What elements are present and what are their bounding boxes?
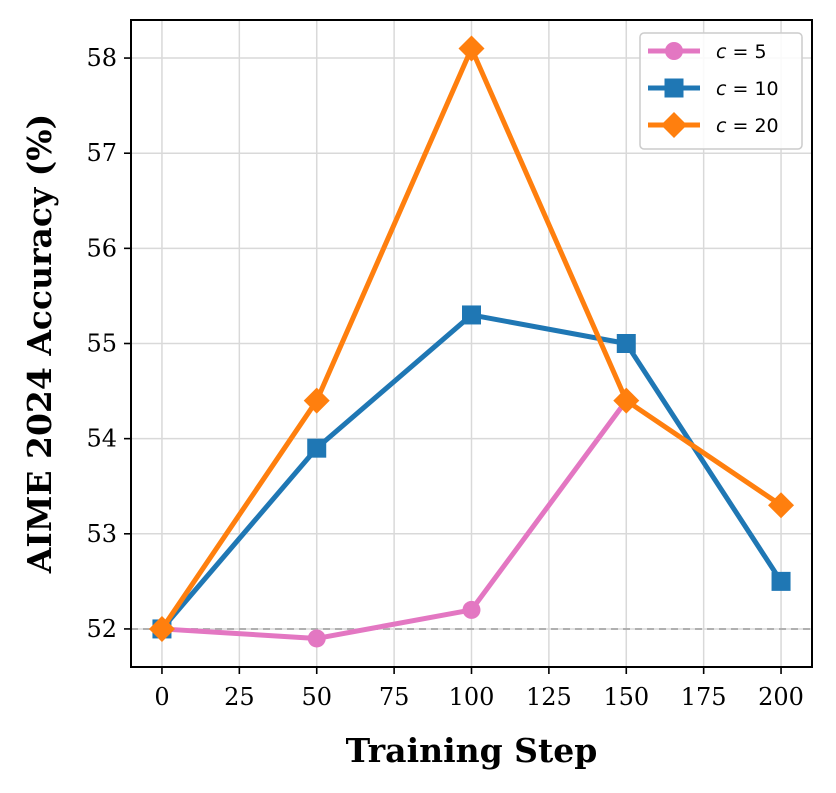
x-tick-label: 25 [224,683,255,711]
x-tick-label: 100 [449,683,495,711]
y-tick-label: 55 [86,330,117,358]
legend-label: c = 20 [716,115,779,137]
legend-marker [665,42,683,60]
x-tick-label: 175 [681,683,727,711]
y-tick-label: 58 [86,44,117,72]
series-group [148,35,795,648]
y-axis-title: AIME 2024 Accuracy (%) [20,114,59,574]
data-point [462,600,481,619]
legend-marker [664,78,684,98]
data-point [303,387,330,414]
legend-label: c = 5 [716,41,767,63]
series-3 [148,35,795,642]
x-tick-label: 75 [379,683,410,711]
series-line [159,398,629,641]
data-point [148,615,175,642]
data-point [307,438,327,458]
y-tick-label: 56 [86,234,117,262]
data-point [771,571,791,591]
ticks: 0 25 50 75 100 125 150 175 200 52 53 54 55 56 57 58 [86,44,803,711]
legend-item: c = 5 [648,41,767,63]
data-point [768,492,795,519]
y-tick-label: 53 [86,520,117,548]
x-tick-label: 50 [301,683,332,711]
legend-item: c = 10 [648,78,779,100]
legend: c = 5 c = 10 c = 20 [639,32,803,150]
y-tick-label: 57 [86,139,117,167]
x-tick-label: 125 [526,683,572,711]
legend-label: c = 10 [716,78,779,100]
y-tick-label: 52 [86,615,117,643]
data-point [307,629,326,648]
legend-marker [661,112,687,138]
data-point [616,334,636,353]
x-tick-label: 150 [603,683,649,711]
data-point [613,387,640,414]
data-point [462,305,481,325]
x-tick-label: 200 [758,683,804,711]
x-axis-title: Training Step [346,731,598,770]
data-point [458,35,485,62]
legend-item: c = 20 [648,112,779,138]
x-tick-label: 0 [154,683,169,711]
y-tick-label: 54 [86,425,117,453]
